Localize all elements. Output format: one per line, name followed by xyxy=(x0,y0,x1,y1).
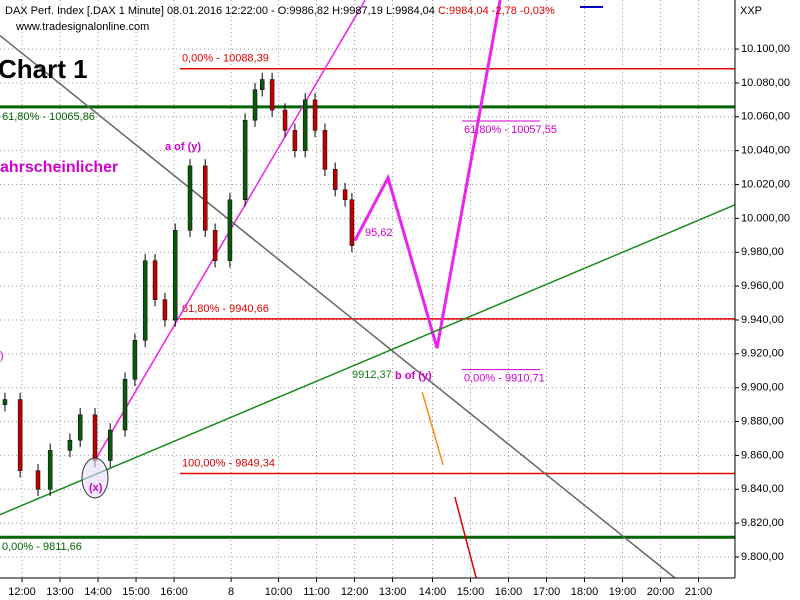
header: DAX Perf. Index [.DAX 1 Minute] 08.01.20… xyxy=(5,5,555,17)
candle-body xyxy=(187,165,193,231)
y-tick-label: 9.820,00 xyxy=(741,517,784,529)
annotation: ahrscheinlicher xyxy=(0,159,118,176)
axis-title: XXP xyxy=(740,5,762,17)
candle-body xyxy=(142,260,148,341)
level-label: 0,00% - 9910,71 xyxy=(464,372,545,384)
annotation: a of (y) xyxy=(165,141,201,153)
candle-body xyxy=(35,470,41,490)
x-tick-label: 14:00 xyxy=(419,586,447,598)
header-info: DAX Perf. Index [.DAX 1 Minute] 08.01.20… xyxy=(5,5,435,17)
candle-body xyxy=(312,99,318,131)
trend-line xyxy=(0,204,736,516)
x-tick-label: 13:00 xyxy=(379,586,407,598)
y-tick-label: 10.100,00 xyxy=(741,43,790,55)
x-tick-label: 20:00 xyxy=(647,586,675,598)
candle-body xyxy=(152,260,158,300)
x-tick-label: 17:00 xyxy=(533,586,561,598)
y-tick-label: 9.800,00 xyxy=(741,551,784,563)
y-tick-label: 10.000,00 xyxy=(741,212,790,224)
candle-body xyxy=(242,119,248,201)
y-tick-label: 10.080,00 xyxy=(741,77,790,89)
y-tick-label: 9.920,00 xyxy=(741,348,784,360)
trend-line xyxy=(454,496,477,579)
x-tick-label: 21:00 xyxy=(685,586,713,598)
candle-body xyxy=(302,99,308,151)
candle-body xyxy=(122,378,128,431)
level-label: 61,80% - 9940,66 xyxy=(182,303,269,315)
x-tick-label: 15:00 xyxy=(457,586,485,598)
x-tick-label: 18:00 xyxy=(571,586,599,598)
x-marker-ellipse xyxy=(81,457,109,499)
candle-body xyxy=(47,450,53,490)
y-tick-label: 10.020,00 xyxy=(741,178,790,190)
level-label: 0,00% - 9811,66 xyxy=(2,541,82,553)
plot-area: 0,00% - 10088,39 61,80% - 10065,86 61,80% … xyxy=(0,0,736,579)
y-tick-label: 9.900,00 xyxy=(741,382,784,394)
candle-body xyxy=(212,230,218,261)
candle-body xyxy=(132,340,138,380)
x-tick-label: 14:00 xyxy=(84,586,112,598)
x-tick-label: 12:00 xyxy=(8,586,36,598)
x-tick-label: 12:00 xyxy=(341,586,369,598)
source: www.tradesignalonline.com xyxy=(15,21,149,33)
annotation: (x) xyxy=(89,482,103,494)
candle-body xyxy=(332,169,338,190)
level-label: 0,00% - 10088,39 xyxy=(182,53,269,65)
x-tick-label: 15:00 xyxy=(122,586,150,598)
level-label: 61,80% - 10057,55 xyxy=(464,124,557,136)
candle-body xyxy=(349,199,355,246)
candle-body xyxy=(2,399,8,405)
trend-line xyxy=(0,34,676,579)
y-tick-label: 9.960,00 xyxy=(741,280,784,292)
level-label: 100,00% - 9849,34 xyxy=(182,457,275,469)
candle-body xyxy=(259,79,265,90)
candle-body xyxy=(92,414,98,461)
y-tick-label: 10.060,00 xyxy=(741,111,790,123)
candle-body xyxy=(162,299,168,321)
candle-body xyxy=(227,199,233,261)
x-tick-label: 16:00 xyxy=(160,586,188,598)
x-tick-label: 19:00 xyxy=(609,586,637,598)
y-tick-label: 10.040,00 xyxy=(741,145,790,157)
x-tick-label: 8 xyxy=(228,586,234,598)
annotation: b of (y) xyxy=(395,370,432,382)
level-label: 61,80% - 10065,86 xyxy=(2,111,95,123)
candle-body xyxy=(322,130,328,170)
candle-body xyxy=(202,165,208,231)
chart-title: Chart 1 xyxy=(0,54,88,84)
candle-body xyxy=(292,130,298,151)
candle-body xyxy=(107,429,113,461)
y-tick-label: 9.940,00 xyxy=(741,314,784,326)
annotation: 9912,37 xyxy=(352,369,392,381)
candle-body xyxy=(252,89,258,121)
candle-body xyxy=(282,109,288,131)
trend-line xyxy=(353,0,502,349)
y-tick-label: 9.980,00 xyxy=(741,246,784,258)
candle-body xyxy=(17,399,23,471)
candle-body xyxy=(172,230,178,321)
candle-body xyxy=(77,414,83,441)
annotation: 95,62 xyxy=(365,227,393,239)
y-tick-label: 9.880,00 xyxy=(741,415,784,427)
candle-body xyxy=(342,189,348,201)
candle-body xyxy=(67,439,73,451)
x-tick-label: 16:00 xyxy=(495,586,523,598)
x-tick-label: 11:00 xyxy=(303,586,330,598)
header-change: C:9984,04 -2,78 -0,03% xyxy=(438,5,555,17)
x-tick-label: 13:00 xyxy=(46,586,74,598)
x-tick-label: 10:00 xyxy=(265,586,293,598)
y-tick-label: 9.860,00 xyxy=(741,449,784,461)
trend-line xyxy=(421,391,444,466)
candle-body xyxy=(269,79,275,111)
annotation: ) xyxy=(0,350,4,362)
y-tick-label: 9.840,00 xyxy=(741,483,784,495)
